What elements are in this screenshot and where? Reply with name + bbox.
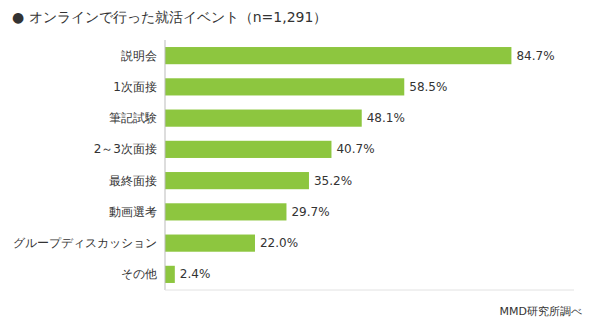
- data-label: 84.7%: [516, 49, 554, 63]
- bar: [165, 203, 286, 220]
- category-label: 説明会: [121, 49, 157, 63]
- bars: [165, 47, 511, 283]
- data-label: 48.1%: [367, 111, 405, 125]
- category-label: その他: [121, 267, 157, 281]
- title: ● オンラインで行った就活イベント（n=1,291）: [12, 9, 327, 25]
- data-label: 40.7%: [336, 142, 374, 156]
- data-label: 29.7%: [291, 205, 329, 219]
- category-label: 最終面接: [109, 174, 157, 188]
- data-label: 58.5%: [409, 80, 447, 94]
- data-label: 2.4%: [180, 267, 211, 281]
- category-label: グループディスカッション: [13, 236, 157, 250]
- bar: [165, 78, 404, 95]
- category-label: 1次面接: [113, 80, 157, 94]
- chart-svg: ● オンラインで行った就活イベント（n=1,291） 説明会 84.7% 1次面接 58…: [0, 0, 594, 323]
- annotation: MMD研究所調べ: [500, 305, 582, 318]
- bar: [165, 110, 362, 127]
- category-label: 筆記試験: [109, 111, 157, 125]
- chart-container: ● オンラインで行った就活イベント（n=1,291） 説明会 84.7% 1次面接 58…: [0, 0, 594, 323]
- data-label: 35.2%: [314, 174, 352, 188]
- bar: [165, 172, 309, 189]
- category-label: 動画選考: [109, 205, 157, 219]
- bar: [165, 235, 255, 252]
- x-axis-line: [165, 290, 574, 291]
- bar: [165, 141, 331, 158]
- y-axis-line: [165, 40, 166, 290]
- category-label: 2～3次面接: [94, 142, 157, 156]
- bar: [165, 266, 175, 283]
- labels: 説明会 84.7% 1次面接 58.5% 筆記試験 48.1% 2～3次面接 40.7% 最終面…: [13, 49, 555, 282]
- bar: [165, 47, 511, 64]
- data-label: 22.0%: [260, 236, 298, 250]
